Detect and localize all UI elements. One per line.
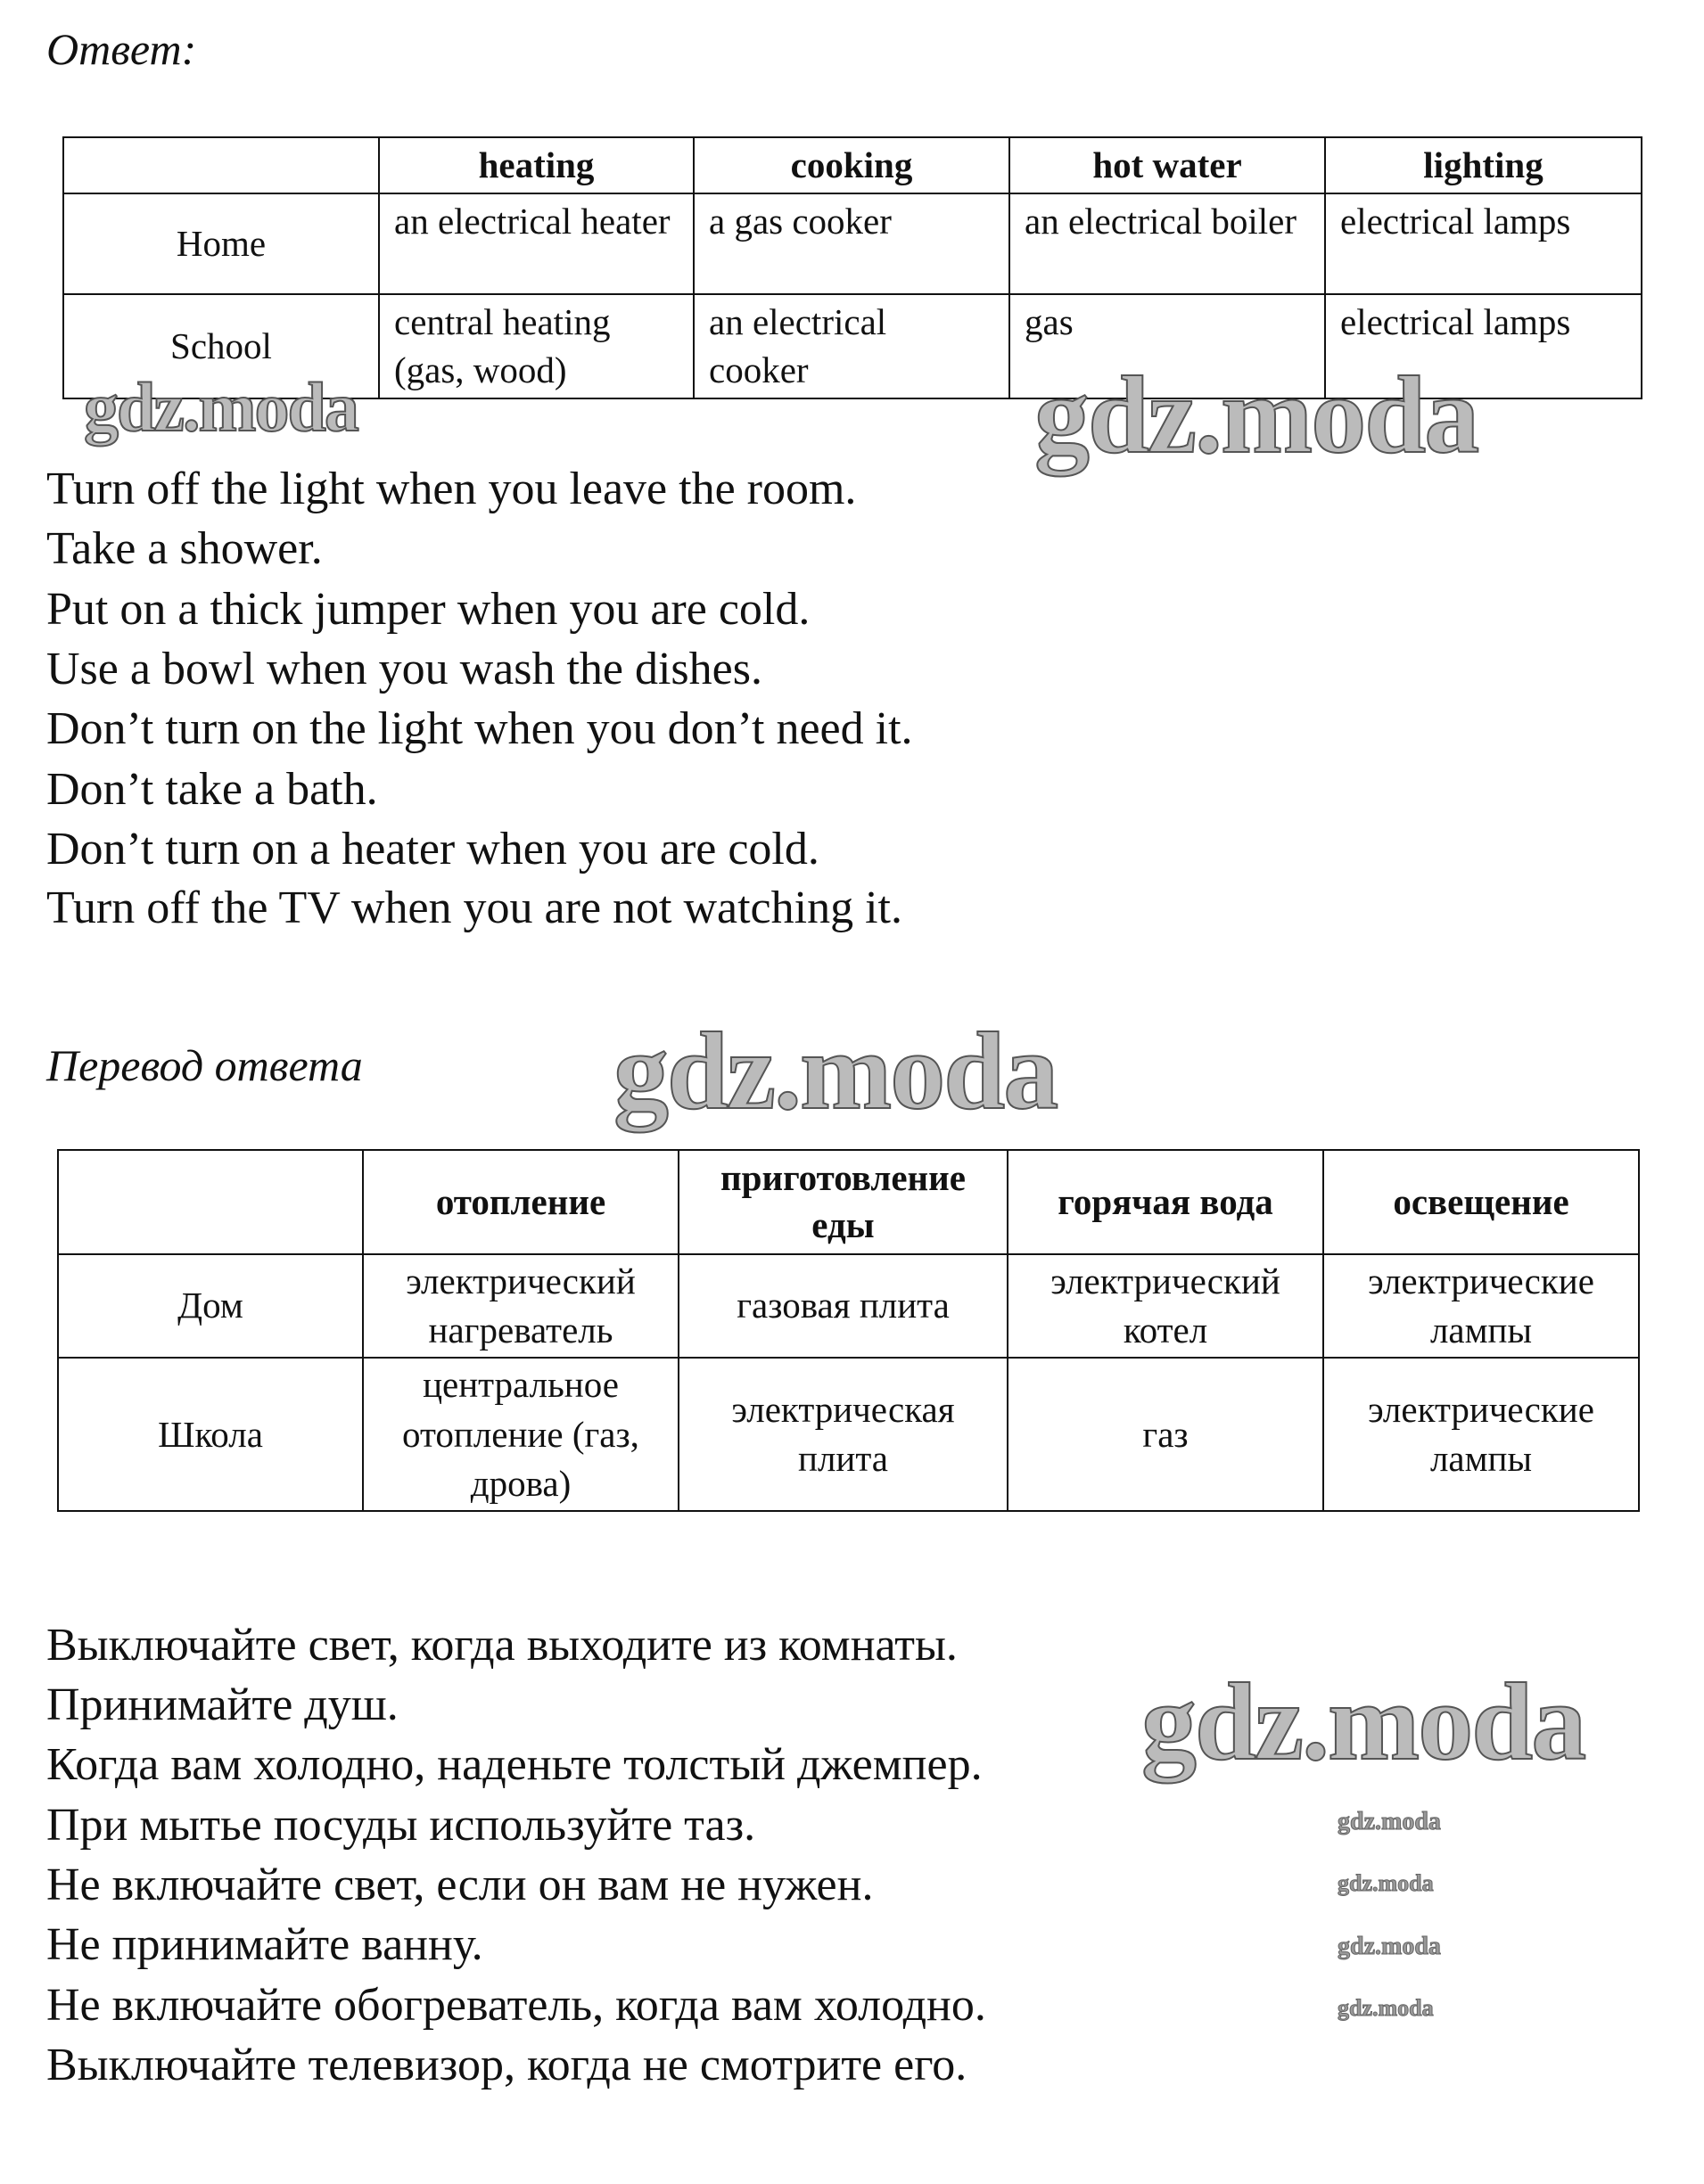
header-cell: cooking <box>693 135 1010 195</box>
watermark-logo: gdz.moda <box>1338 1933 1442 1960</box>
table-row: Дом электрический нагреватель газовая пл… <box>57 1252 1640 1359</box>
watermark-logo: gdz.moda <box>83 368 360 446</box>
table-cell: electrical lamps <box>1324 193 1642 296</box>
watermark-logo: gdz.moda <box>1140 1661 1587 1783</box>
translation-heading: Перевод ответа <box>46 1040 363 1090</box>
tip-line: Не принимайте ванну. <box>46 1919 483 1970</box>
table-cell: an electrical boiler <box>1008 193 1326 296</box>
tip-line: Когда вам холодно, наденьте толстый джем… <box>46 1739 983 1790</box>
table-row: Home an electrical heater a gas cooker a… <box>62 193 1642 296</box>
header-cell: горячая вода <box>1007 1149 1324 1255</box>
row-header-cell: Дом <box>57 1252 364 1359</box>
table-cell: gas <box>1008 293 1326 399</box>
table-cell: электрические лампы <box>1322 1252 1640 1359</box>
table-row: Школа центральное отопление (газ, дрова)… <box>57 1357 1640 1513</box>
table-header-row: heating cooking hot water lighting <box>62 135 1642 195</box>
row-header-cell: Home <box>62 193 380 296</box>
table-cell: a gas cooker <box>693 193 1010 296</box>
watermark-logo: gdz.moda <box>1338 1870 1435 1896</box>
watermark-logo: gdz.moda <box>1338 1808 1442 1835</box>
watermark-logo: gdz.moda <box>1033 354 1480 476</box>
table-cell: электрический нагреватель <box>362 1252 679 1359</box>
header-cell: lighting <box>1324 135 1642 195</box>
table-cell: электрические лампы <box>1322 1357 1640 1513</box>
header-cell: освещение <box>1322 1149 1640 1255</box>
tip-line: Выключайте телевизор, когда не смотрите … <box>46 2040 967 2090</box>
tip-line: Don’t take a bath. <box>46 764 378 815</box>
table-cell: electrical lamps <box>1324 293 1642 399</box>
watermark-logo: gdz.moda <box>613 1010 1059 1132</box>
header-cell: hot water <box>1008 135 1326 195</box>
answer-heading: Ответ: <box>46 24 197 74</box>
table-cell: электрический котел <box>1007 1252 1324 1359</box>
header-cell: отопление <box>362 1149 679 1255</box>
tip-line: Put on a thick jumper when you are cold. <box>46 584 811 635</box>
table-cell: газовая плита <box>678 1252 1008 1359</box>
answer-table-en: heating cooking hot water lighting Home … <box>62 135 1642 399</box>
header-cell <box>57 1149 364 1255</box>
header-cell: приготовление еды <box>678 1149 1008 1255</box>
tip-line: Take a shower. <box>46 523 323 574</box>
tip-line: Принимайте душ. <box>46 1679 399 1730</box>
table-cell: электрическая плита <box>678 1357 1008 1513</box>
table-cell: central heating (gas, wood) <box>378 293 695 399</box>
tip-line: Не включайте свет, если он вам не нужен. <box>46 1860 874 1910</box>
tip-line: Turn off the TV when you are not watchin… <box>46 883 902 933</box>
tip-line: Не включайте обогреватель, когда вам хол… <box>46 1980 986 2031</box>
row-header-cell: School <box>62 293 380 399</box>
table-cell: an electrical cooker <box>693 293 1010 399</box>
header-cell: heating <box>378 135 695 195</box>
tip-line: Don’t turn on the light when you don’t n… <box>46 703 913 754</box>
table-cell: an electrical heater <box>378 193 695 296</box>
watermark-logo: gdz.moda <box>1338 1995 1435 2021</box>
tip-line: Turn off the light when you leave the ro… <box>46 464 857 514</box>
table-cell: газ <box>1007 1357 1324 1513</box>
table-cell: центральное отопление (газ, дрова) <box>362 1357 679 1513</box>
table-row: School central heating (gas, wood) an el… <box>62 293 1642 399</box>
table-header-row: отопление приготовление еды горячая вода… <box>57 1149 1640 1255</box>
tip-line: Use a bowl when you wash the dishes. <box>46 644 762 694</box>
row-header-cell: Школа <box>57 1357 364 1513</box>
header-cell <box>62 135 380 195</box>
answer-table-ru: отопление приготовление еды горячая вода… <box>57 1149 1640 1513</box>
tip-line: Выключайте свет, когда выходите из комна… <box>46 1620 958 1671</box>
tip-line: При мытье посуды используйте таз. <box>46 1800 756 1851</box>
tip-line: Don’t turn on a heater when you are cold… <box>46 824 819 874</box>
